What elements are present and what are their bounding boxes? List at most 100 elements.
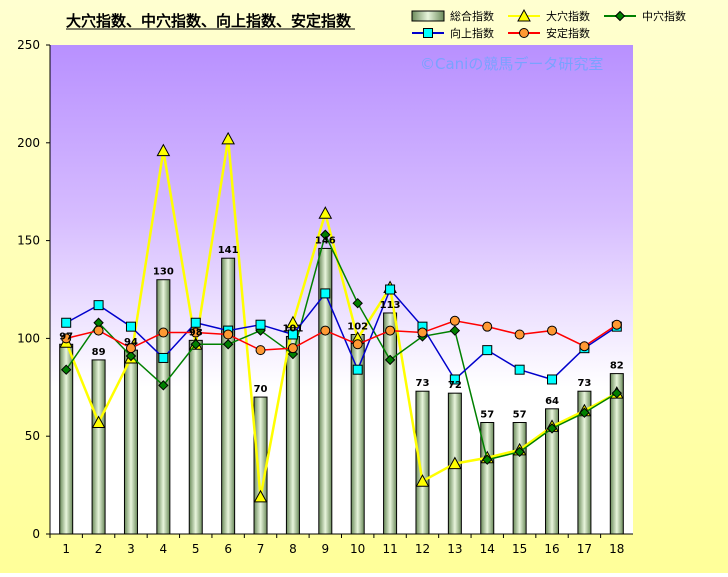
chart-watermark: ©Caniの競馬データ研究室: [420, 55, 603, 73]
bar-sogo-12: [415, 390, 430, 535]
point-oana-2: [91, 415, 106, 429]
point-chuana-4: [158, 380, 169, 391]
x-tick-label-15: 15: [512, 542, 527, 556]
bar-sogo-8: [285, 335, 300, 535]
point-kojo-2: [93, 300, 104, 311]
point-antei-16: [547, 325, 558, 336]
point-chuana-6: [222, 339, 234, 350]
x-tick-label-18: 18: [609, 542, 624, 556]
point-chuana-11: [384, 354, 396, 366]
x-tick-label-10: 10: [350, 542, 365, 556]
point-oana-13: [448, 456, 462, 470]
point-chuana-5: [190, 339, 201, 350]
point-kojo-3: [125, 321, 136, 332]
point-kojo-7: [255, 319, 266, 330]
legend-swatch-sogo: [411, 10, 445, 22]
bar-sogo-11: [383, 312, 398, 535]
point-chuana-18: [611, 387, 623, 399]
legend-label-oana: 大穴指数: [546, 9, 590, 23]
point-chuana-15: [514, 446, 525, 458]
data-label-sogo-6: 141: [218, 245, 239, 256]
point-antei-5: [190, 327, 201, 338]
line-oana: [65, 138, 618, 498]
data-label-sogo-11: 113: [380, 300, 401, 311]
point-kojo-14: [482, 345, 493, 356]
point-oana-6: [221, 131, 235, 145]
chart-title: 大穴指数、中穴指数、向上指数、安定指数: [66, 12, 352, 30]
point-antei-13: [449, 315, 460, 326]
x-tick-label-16: 16: [544, 542, 559, 556]
x-tick-label-14: 14: [480, 542, 495, 556]
data-label-sogo-5: 98: [189, 327, 203, 338]
point-kojo-5: [190, 317, 201, 328]
point-kojo-11: [385, 284, 396, 295]
legend-marker-kojo: [423, 28, 433, 38]
x-tick-label-3: 3: [127, 542, 135, 556]
point-kojo-9: [320, 288, 331, 299]
data-label-sogo-10: 102: [347, 321, 368, 332]
data-label-sogo-7: 70: [254, 384, 268, 395]
x-tick-label-7: 7: [257, 542, 265, 556]
legend-label-antei: 安定指数: [546, 26, 590, 40]
point-antei-18: [611, 319, 622, 330]
point-chuana-13: [449, 325, 461, 336]
point-kojo-4: [158, 352, 169, 363]
x-tick-label-17: 17: [577, 542, 592, 556]
bar-sogo-6: [221, 257, 236, 535]
point-antei-14: [482, 321, 493, 332]
data-label-sogo-3: 94: [124, 337, 138, 348]
point-kojo-8: [287, 329, 298, 340]
legend-marker-antei: [519, 28, 529, 38]
point-antei-12: [417, 327, 428, 338]
bar-sogo-15: [512, 422, 527, 535]
line-antei: [66, 320, 618, 351]
x-tick-label-4: 4: [160, 542, 168, 556]
x-tick-label-9: 9: [321, 542, 329, 556]
data-label-sogo-16: 64: [545, 396, 559, 407]
data-label-sogo-1: 97: [59, 331, 73, 342]
point-chuana-9: [320, 229, 331, 240]
x-tick-label-2: 2: [95, 542, 103, 556]
point-kojo-10: [352, 364, 363, 375]
point-antei-11: [385, 325, 396, 336]
point-antei-2: [93, 325, 104, 336]
y-tick-label-0: 0: [32, 527, 40, 541]
point-kojo-15: [514, 364, 525, 375]
x-tick-label-11: 11: [382, 542, 397, 556]
bar-sogo-2: [91, 359, 106, 535]
x-tick-label-8: 8: [289, 542, 297, 556]
data-label-sogo-15: 57: [513, 410, 527, 421]
point-chuana-16: [546, 423, 558, 434]
x-tick-label-5: 5: [192, 542, 200, 556]
legend-marker-chuana: [614, 10, 626, 22]
x-tick-label-13: 13: [447, 542, 462, 556]
bar-sogo-10: [350, 333, 365, 535]
data-label-sogo-12: 73: [416, 378, 430, 389]
data-label-sogo-8: 101: [282, 323, 303, 334]
plot-area: [50, 45, 633, 534]
y-tick-label-100: 100: [17, 331, 40, 345]
data-label-sogo-2: 89: [92, 347, 106, 358]
point-antei-1: [61, 333, 72, 344]
y-tick-label-250: 250: [17, 38, 40, 52]
bar-sogo-5: [188, 339, 203, 535]
data-label-sogo-14: 57: [480, 410, 494, 421]
legend-label-chuana: 中穴指数: [642, 9, 686, 23]
point-antei-9: [320, 325, 331, 336]
data-label-sogo-18: 82: [610, 361, 624, 372]
point-antei-4: [158, 327, 169, 338]
data-label-sogo-17: 73: [577, 378, 591, 389]
point-chuana-3: [125, 350, 137, 362]
legend-label-sogo: 総合指数: [450, 9, 494, 23]
x-tick-label-6: 6: [224, 542, 232, 556]
bar-sogo-7: [253, 396, 268, 535]
point-antei-3: [125, 343, 136, 354]
line-chuana: [65, 232, 618, 461]
point-oana-9: [318, 206, 333, 219]
point-antei-15: [514, 329, 525, 340]
data-label-sogo-13: 72: [448, 380, 462, 391]
legend-marker-oana: [517, 8, 531, 22]
point-kojo-16: [547, 374, 558, 385]
